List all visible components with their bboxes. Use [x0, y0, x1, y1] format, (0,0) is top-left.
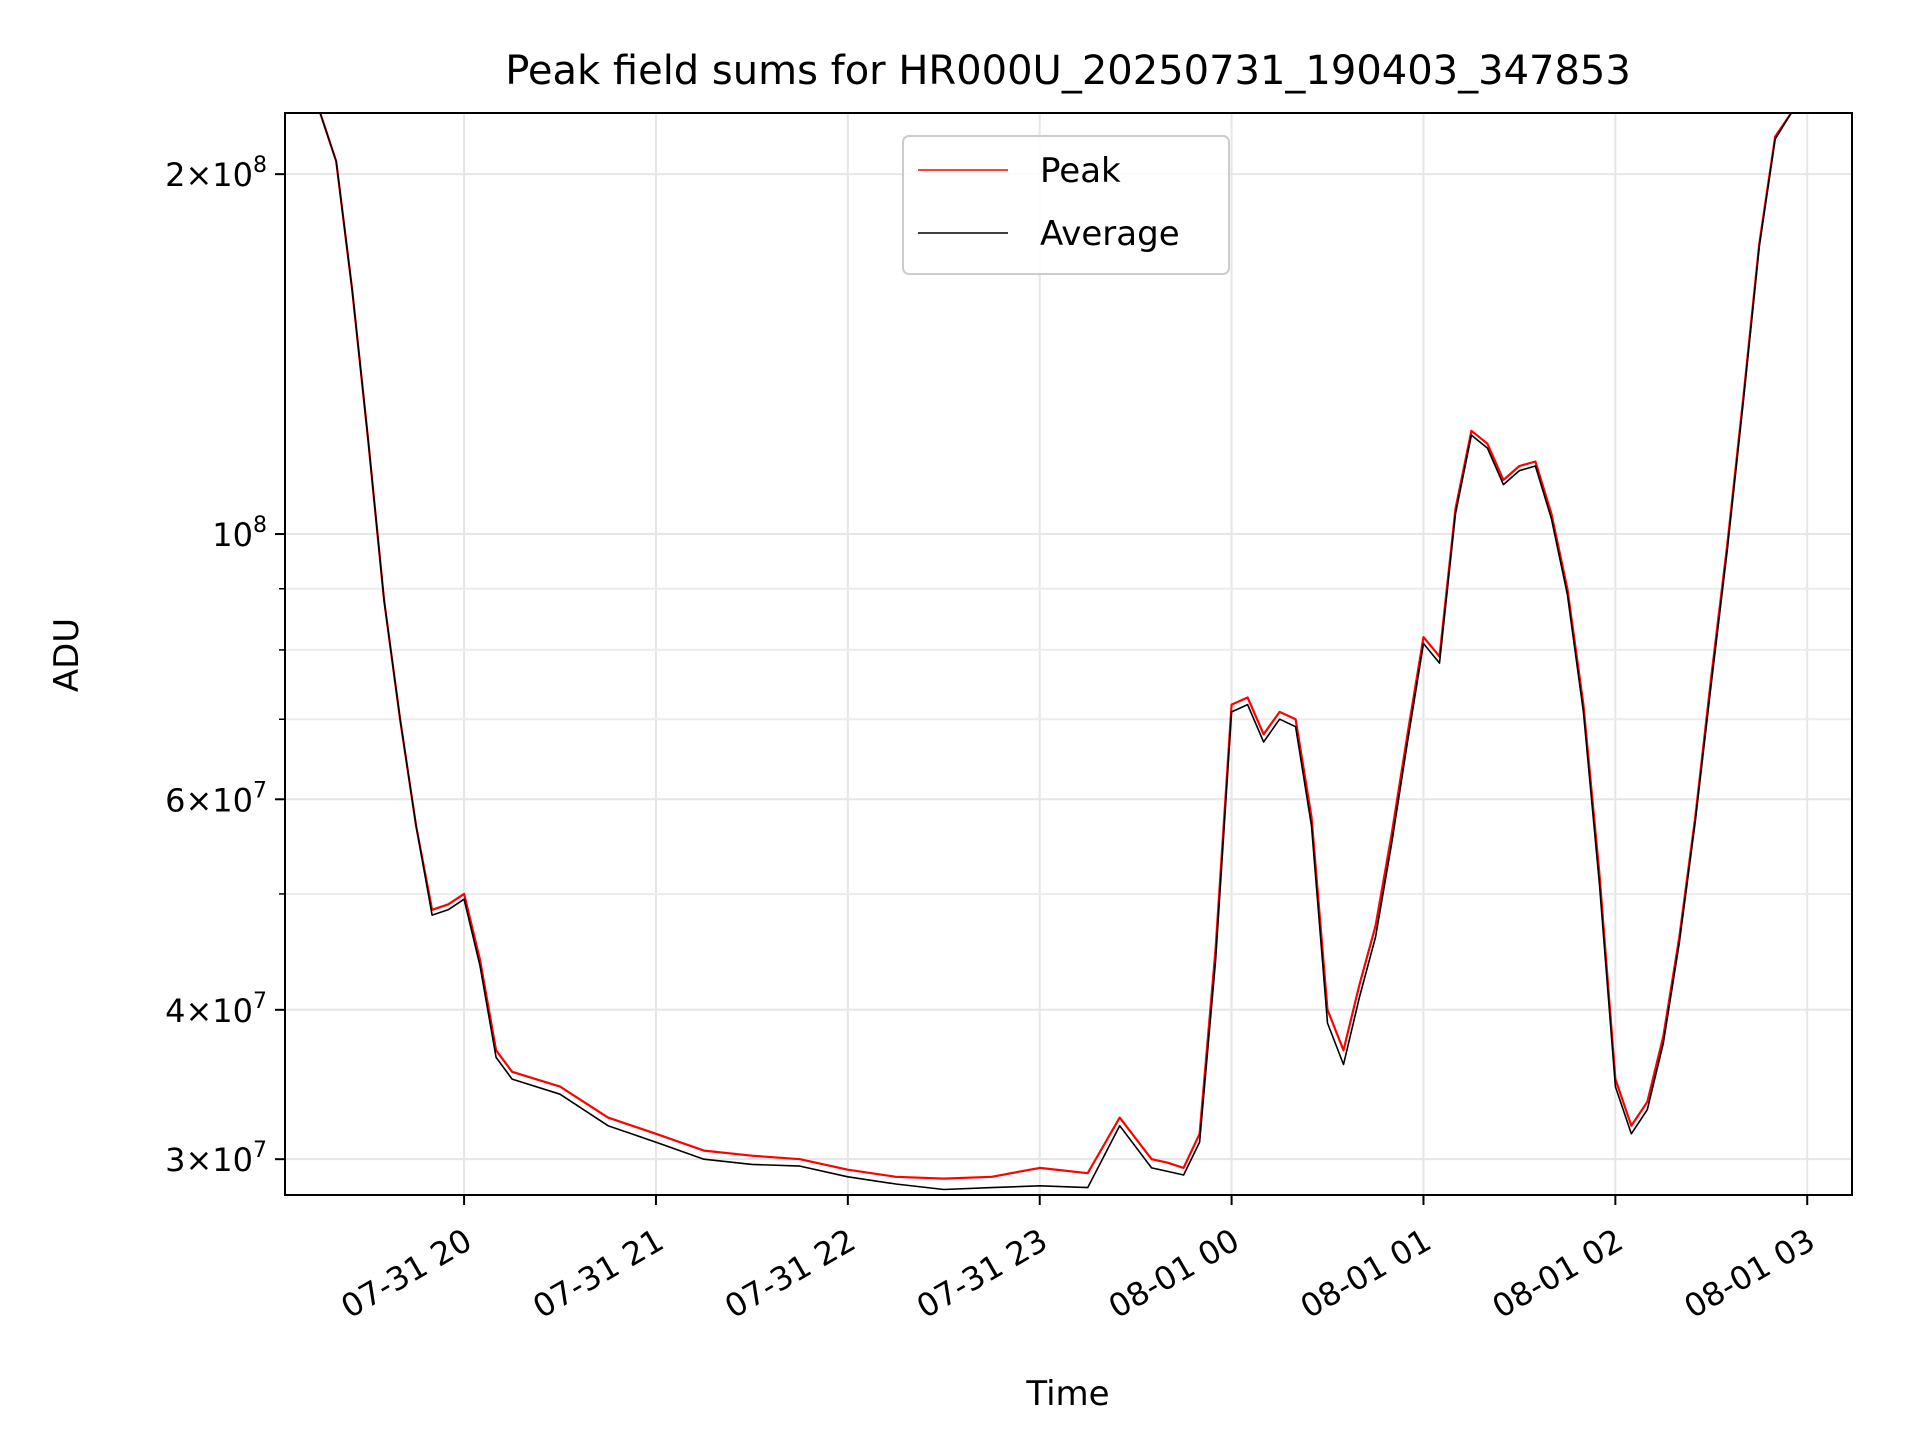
grid: [285, 113, 1852, 1195]
y-tick-label: 4×107: [165, 989, 267, 1030]
legend: Peak Average: [902, 135, 1230, 275]
y-tick-label: 2×108: [165, 153, 267, 194]
y-tick-label: 3×107: [165, 1138, 267, 1179]
y-axis: 2×108 108 6×107 4×107 3×107: [165, 153, 285, 1179]
chart-title: Peak field sums for HR000U_20250731_1904…: [505, 48, 1631, 94]
legend-label-peak: Peak: [1040, 151, 1121, 191]
x-axis-label: Time: [1025, 1374, 1109, 1414]
y-tick-label: 6×107: [165, 778, 267, 819]
y-axis-label: ADU: [47, 618, 87, 692]
legend-label-average: Average: [1040, 214, 1180, 254]
y-tick-label: 108: [212, 513, 267, 554]
plot-frame: [284, 112, 1853, 1196]
series-line-average: [319, 113, 1792, 1191]
series-layer: [319, 113, 1793, 1191]
